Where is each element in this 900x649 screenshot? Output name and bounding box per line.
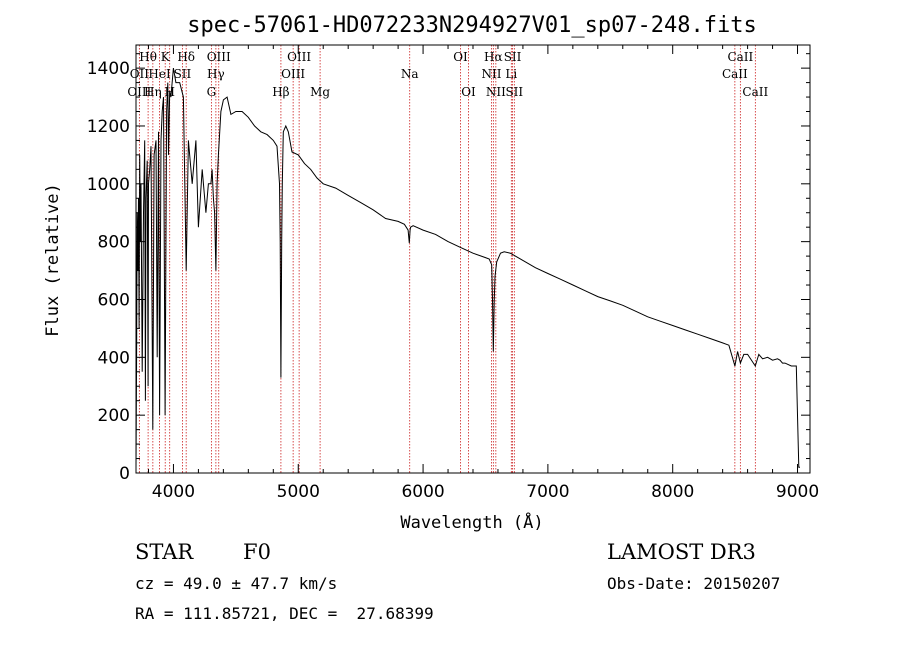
line-label-7: Hη xyxy=(144,85,162,99)
line-label-27: CaII xyxy=(742,85,768,99)
redshift-cz: cz = 49.0 ± 47.7 km/s xyxy=(135,574,338,593)
x-tick-label-8000: 8000 xyxy=(651,482,694,502)
x-tick-label-9000: 9000 xyxy=(776,482,819,502)
y-axis-label: Flux (relative) xyxy=(43,183,63,337)
x-tick-label-5000: 5000 xyxy=(277,482,320,502)
survey-name: LAMOST DR3 xyxy=(607,540,756,564)
line-label-4: HeI xyxy=(148,67,171,81)
x-tick-label-7000: 7000 xyxy=(526,482,569,502)
y-axis-ticks: 0 200 400 600 800 1000 1200 1400 xyxy=(87,53,810,484)
plot-frame xyxy=(135,44,811,474)
line-label-6: OIII xyxy=(127,85,151,99)
x-axis-ticks: 4000 5000 6000 7000 8000 9000 xyxy=(147,45,819,502)
line-markers xyxy=(138,45,756,473)
y-tick-label-800: 800 xyxy=(98,233,130,253)
object-type: STAR xyxy=(135,540,194,564)
line-label-17: OI xyxy=(453,50,468,64)
line-label-16: Na xyxy=(401,67,419,81)
line-label-13: OIII xyxy=(281,67,305,81)
y-tick-label-200: 200 xyxy=(98,406,130,426)
line-label-12: OIII xyxy=(287,50,311,64)
line-label-18: OI xyxy=(461,85,476,99)
line-label-0: Hθ xyxy=(139,50,157,64)
line-label-19: Hα xyxy=(484,50,503,64)
line-label-20: SII xyxy=(504,50,522,64)
spectrum-line xyxy=(135,68,800,468)
y-tick-label-400: 400 xyxy=(98,348,130,368)
x-tick-label-6000: 6000 xyxy=(401,482,444,502)
coordinates: RA = 111.85721, DEC = 27.68399 xyxy=(135,604,434,623)
line-label-11: G xyxy=(207,85,217,99)
line-label-23: NII xyxy=(486,85,506,99)
line-label-15: Mg xyxy=(310,85,330,99)
y-tick-label-1400: 1400 xyxy=(87,59,130,79)
y-tick-label-1000: 1000 xyxy=(87,175,130,195)
line-label-10: Hγ xyxy=(207,67,225,81)
line-label-21: NII xyxy=(481,67,501,81)
x-tick-label-4000: 4000 xyxy=(152,482,195,502)
line-label-3: OII xyxy=(130,67,150,81)
y-tick-label-1200: 1200 xyxy=(87,117,130,137)
subclass: F0 xyxy=(243,540,271,564)
y-tick-label-600: 600 xyxy=(98,290,130,310)
line-label-2: Hδ xyxy=(177,50,195,64)
chart-title: spec-57061-HD072233N294927V01_sp07-248.f… xyxy=(187,13,757,38)
line-label-9: OIII xyxy=(207,50,231,64)
line-label-24: SII xyxy=(505,85,523,99)
y-tick-label-0: 0 xyxy=(119,464,130,484)
line-label-22: Li xyxy=(505,67,517,81)
line-label-1: K xyxy=(161,50,171,64)
line-label-25: CaII xyxy=(727,50,753,64)
line-label-26: CaII xyxy=(722,67,748,81)
x-axis-label: Wavelength (Å) xyxy=(400,511,543,533)
obs-date: Obs-Date: 20150207 xyxy=(607,574,781,593)
line-label-14: Hβ xyxy=(272,85,289,99)
line-label-5: SII xyxy=(174,67,192,81)
